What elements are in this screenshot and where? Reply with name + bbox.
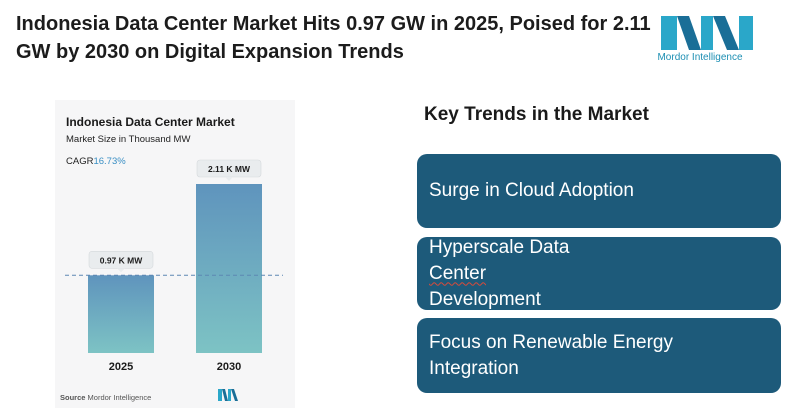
chart-title: Indonesia Data Center Market: [66, 115, 235, 129]
trend-text: Surge in Cloud Adoption: [429, 180, 634, 201]
category-label: 2025: [109, 361, 133, 373]
cagr-value: 16.73%: [93, 156, 126, 167]
trend-line-2: Development: [429, 288, 541, 310]
trend-line-1: Focus on Renewable Energy: [429, 331, 673, 353]
mordor-intelligence-logo: [661, 16, 753, 50]
trend-renewable: Focus on Renewable Energy Integration: [417, 318, 781, 393]
mini-logo-icon: [218, 389, 238, 401]
data-label-box: [88, 251, 154, 269]
trend-cloud-adoption: Surge in Cloud Adoption: [417, 154, 781, 228]
headline: Indonesia Data Center Market Hits 0.97 G…: [16, 13, 651, 63]
source-note: Source Mordor Intelligence: [60, 393, 151, 402]
source-label: Source: [60, 393, 86, 402]
cagr-label: CAGR16.73%: [66, 156, 126, 167]
bar-2030: [196, 184, 262, 353]
trend-line-2: Integration: [429, 357, 519, 379]
bar-chart: 0.97 K MW 2025 2.11 K MW 2030: [65, 159, 283, 373]
data-label-pointer: [117, 268, 125, 273]
data-label-pointer: [225, 177, 233, 181]
trends-title: Key Trends in the Market: [424, 104, 649, 125]
trend-line-1: Hyperscale Data Center: [429, 236, 570, 284]
cagr-text: CAGR: [66, 156, 94, 167]
logo-wordmark: Mordor Intelligence: [657, 52, 743, 63]
category-label: 2030: [217, 361, 241, 373]
bar-2025: [88, 275, 154, 353]
data-label: 0.97 K MW: [100, 255, 143, 265]
trend-hyperscale: Hyperscale Data Center Development: [417, 237, 781, 310]
data-label: 2.11 K MW: [208, 164, 251, 174]
chart-subtitle: Market Size in Thousand MW: [66, 134, 191, 145]
source-name: Mordor Intelligence: [87, 393, 152, 402]
